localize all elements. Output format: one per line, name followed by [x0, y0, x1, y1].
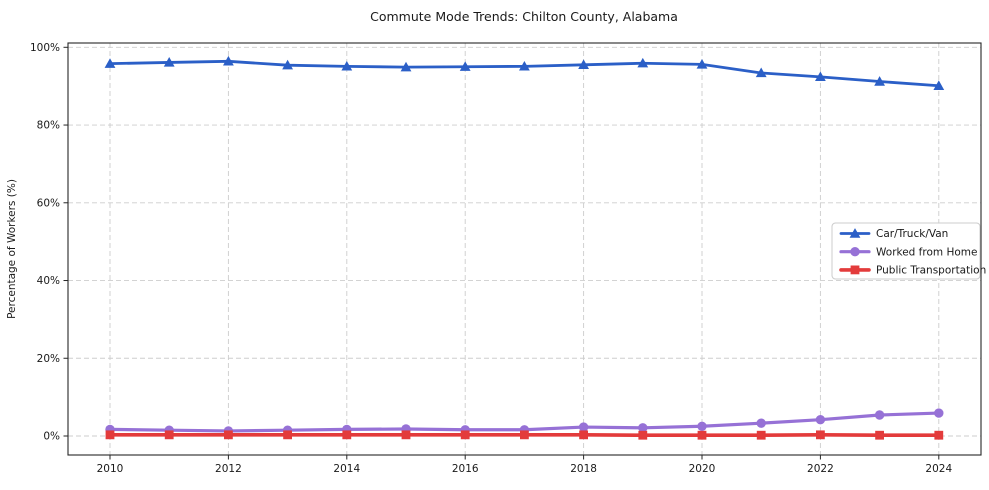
y-tick-label: 20%	[37, 353, 60, 365]
x-tick-label: 2020	[689, 463, 716, 475]
x-tick-label: 2018	[570, 463, 597, 475]
legend-label: Car/Truck/Van	[876, 228, 948, 240]
legend-marker	[850, 265, 860, 275]
x-tick-label: 2016	[452, 463, 479, 475]
marker-public-transportation	[164, 430, 174, 440]
y-tick-label: 100%	[30, 42, 60, 54]
legend-box	[831, 222, 981, 280]
marker-public-transportation	[816, 430, 825, 440]
marker-public-transportation	[105, 430, 115, 440]
marker-car-truck-van	[637, 57, 649, 68]
x-tick-label: 2022	[807, 463, 834, 475]
marker-car-truck-van	[341, 60, 353, 71]
chart-title: Commute Mode Trends: Chilton County, Ala…	[370, 9, 678, 24]
marker-worked-from-home	[815, 414, 826, 425]
marker-public-transportation	[697, 430, 707, 440]
marker-car-truck-van	[282, 59, 293, 70]
y-tick-label: 60%	[37, 197, 60, 209]
y-tick-label: 80%	[37, 120, 60, 132]
y-tick-label: 0%	[43, 431, 60, 443]
plot-area: 0% 20% 40% 60% 80% 100% 2010 2012 2014 2016 2018 20…	[30, 42, 986, 475]
marker-car-truck-van	[104, 58, 116, 68]
marker-car-truck-van	[696, 59, 708, 69]
marker-worked-from-home	[874, 410, 885, 420]
marker-car-truck-van	[933, 80, 945, 90]
marker-public-transportation	[283, 430, 292, 440]
marker-worked-from-home	[756, 418, 766, 428]
x-tick-label: 2012	[215, 463, 242, 475]
marker-worked-from-home	[934, 408, 944, 418]
marker-public-transportation	[638, 430, 648, 440]
marker-worked-from-home	[697, 421, 707, 431]
marker-public-transportation	[756, 430, 766, 440]
marker-car-truck-van	[223, 55, 234, 66]
legend-label: Public Transportation	[876, 265, 986, 277]
axes-box	[67, 42, 982, 456]
marker-car-truck-van	[578, 59, 589, 69]
marker-worked-from-home	[578, 422, 589, 432]
marker-public-transportation	[342, 430, 352, 440]
marker-public-transportation	[579, 430, 588, 440]
marker-worked-from-home	[638, 423, 648, 433]
marker-public-transportation	[934, 430, 944, 440]
marker-car-truck-van	[400, 61, 412, 72]
legend-marker	[849, 228, 861, 238]
marker-car-truck-van	[519, 60, 530, 71]
marker-public-transportation	[224, 430, 233, 440]
legend-marker	[850, 247, 860, 257]
x-tick-label: 2014	[333, 463, 360, 475]
legend-label: Worked from Home	[876, 246, 977, 258]
marker-public-transportation	[460, 430, 470, 440]
marker-car-truck-van	[459, 61, 471, 71]
x-tick-label: 2024	[925, 463, 952, 475]
y-tick-label: 40%	[37, 275, 60, 287]
marker-car-truck-van	[874, 76, 885, 86]
marker-car-truck-van	[815, 71, 826, 82]
marker-car-truck-van	[755, 67, 767, 78]
y-axis-label: Percentage of Workers (%)	[6, 179, 18, 319]
marker-public-transportation	[401, 430, 411, 440]
marker-car-truck-van	[163, 57, 175, 67]
x-tick-label: 2010	[97, 463, 124, 475]
marker-public-transportation	[520, 430, 529, 440]
marker-public-transportation	[875, 430, 884, 440]
